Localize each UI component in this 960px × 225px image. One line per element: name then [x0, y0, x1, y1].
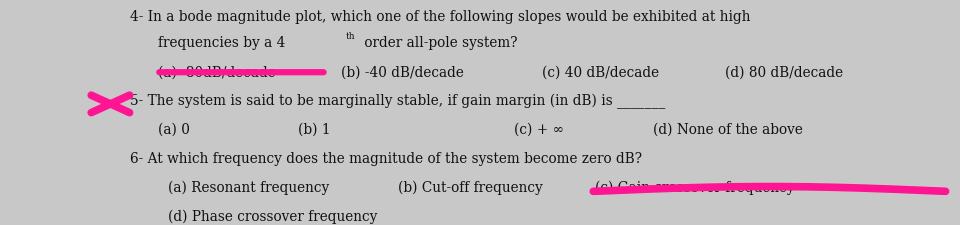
Text: order all-pole system?: order all-pole system? — [360, 36, 517, 50]
Text: (b) Cut-off frequency: (b) Cut-off frequency — [398, 180, 543, 194]
Text: (c) 40 dB/decade: (c) 40 dB/decade — [542, 65, 660, 79]
Text: (d) Phase crossover frequency: (d) Phase crossover frequency — [168, 209, 377, 223]
Text: 5- The system is said to be marginally stable, if gain margin (in dB) is _______: 5- The system is said to be marginally s… — [130, 94, 665, 109]
Text: th: th — [346, 32, 356, 40]
Text: (a) 0: (a) 0 — [158, 122, 190, 136]
Text: 6- At which frequency does the magnitude of the system become zero dB?: 6- At which frequency does the magnitude… — [130, 151, 641, 165]
Text: frequencies by a 4: frequencies by a 4 — [158, 36, 286, 50]
Text: (d) 80 dB/decade: (d) 80 dB/decade — [725, 65, 843, 79]
Text: (c) + ∞: (c) + ∞ — [514, 122, 564, 136]
Text: (d) None of the above: (d) None of the above — [653, 122, 803, 136]
Text: (a) Resonant frequency: (a) Resonant frequency — [168, 180, 329, 194]
Text: (a) -80dB/decade: (a) -80dB/decade — [158, 65, 276, 79]
Text: 4- In a bode magnitude plot, which one of the following slopes would be exhibite: 4- In a bode magnitude plot, which one o… — [130, 10, 750, 24]
Text: (b) 1: (b) 1 — [298, 122, 330, 136]
Text: (b) -40 dB/decade: (b) -40 dB/decade — [341, 65, 464, 79]
Text: (c) Gain crossover frequency: (c) Gain crossover frequency — [595, 180, 795, 194]
